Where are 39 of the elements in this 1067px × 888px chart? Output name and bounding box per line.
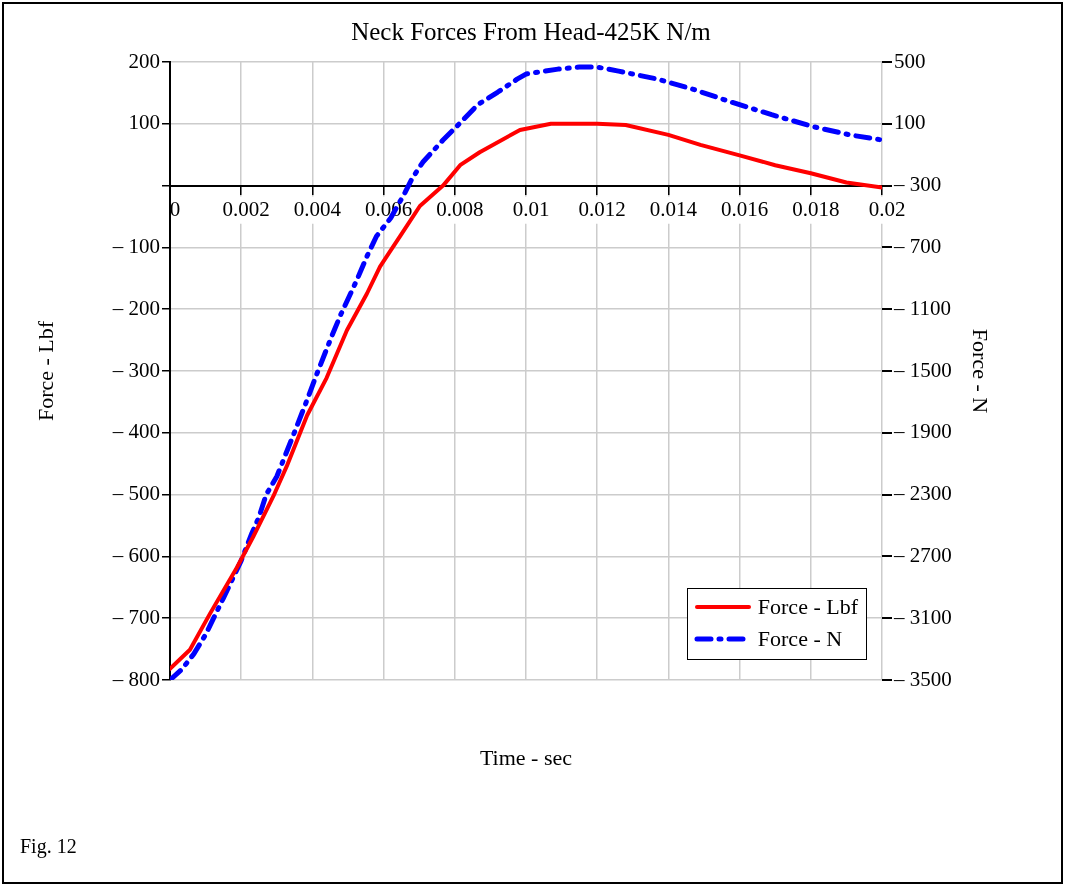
y2-axis-title: Force - N [968,328,994,414]
x-tick-label: 0.02 [868,196,906,221]
chart-title: Neck Forces From Head-425K N/m [351,17,712,45]
x-tick-label: 0.004 [293,196,342,221]
y-tick-label: – 400 [111,419,160,444]
y-tick-label: – 200 [111,295,160,320]
y2-tick-label: – 700 [893,233,942,258]
y-tick-label: – 300 [111,357,160,382]
x-tick-label: 0.018 [792,196,840,221]
y-axis-title: Force - Lbf [32,320,58,422]
x-tick-label: 0.014 [649,196,698,221]
y-tick-label: – 800 [111,666,160,691]
x-tick-label: 0.01 [512,196,550,221]
y-tick-label: – 500 [111,481,160,506]
y2-tick-label: – 1100 [893,295,951,320]
y2-tick-label: – 2700 [893,542,952,567]
x-tick-label: 0.008 [436,196,484,221]
y2-tick-label: – 1900 [893,419,952,444]
y2-tick-label: – 3500 [893,666,952,691]
y2-tick-label: 500 [894,48,926,73]
y-tick-label: – 100 [111,233,160,258]
x-tick-label: 0 [169,196,181,221]
y-tick-label: – 700 [111,604,160,629]
caption: Fig. 12 [20,835,77,858]
y2-tick-label: – 3100 [893,604,952,629]
y-tick-label: – 600 [111,542,160,567]
legend-label: Force - N [757,626,843,652]
y-tick-label: 200 [128,48,160,73]
y2-tick-label: – 300 [893,172,942,197]
y2-tick-label: – 2300 [893,481,952,506]
y-tick-label: 100 [128,110,160,135]
x-tick-label: 0.002 [222,196,270,221]
legend-label: Force - Lbf [757,594,858,620]
x-tick-label: 0.006 [364,196,413,221]
x-tick-label: 0.016 [720,196,769,221]
x-axis-title: Time - sec [478,745,574,771]
y2-tick-label: 100 [894,110,926,135]
y2-tick-label: – 1500 [893,357,952,382]
x-tick-label: 0.012 [578,196,626,221]
